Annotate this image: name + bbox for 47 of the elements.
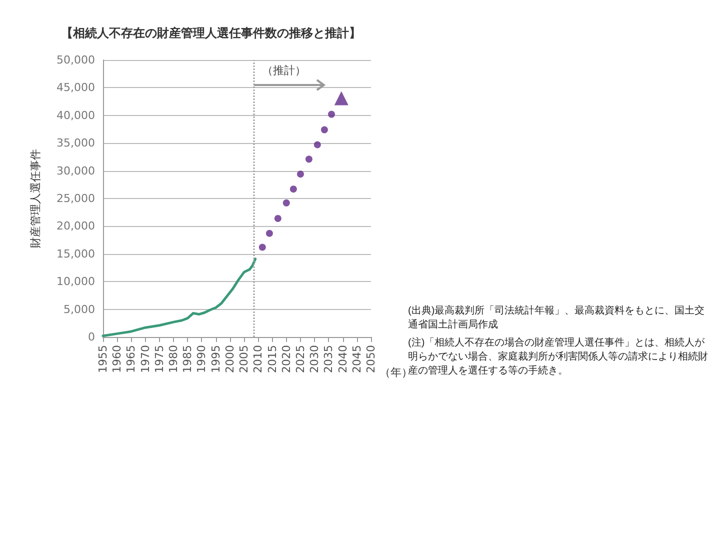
y-tick-label: 50,000 (56, 54, 95, 66)
x-tick-label: 2015 (266, 345, 279, 373)
x-tick-label: 2010 (252, 345, 265, 373)
x-tick-label: 1955 (96, 345, 110, 373)
point (296, 170, 304, 178)
point (266, 230, 273, 237)
x-tick-label: 1995 (209, 345, 222, 373)
y-tick-label: 35,000 (56, 136, 95, 150)
y-tick-label: 5,000 (64, 302, 95, 316)
x-tick-label: 2005 (238, 345, 251, 373)
x-tick-label: 2040 (336, 345, 350, 373)
x-tick-label: 1970 (138, 345, 152, 373)
y-tick-label: 25,000 (56, 192, 95, 205)
point (320, 126, 328, 134)
point (305, 156, 312, 163)
x-tick-label: 1985 (181, 345, 194, 373)
x-tick-label: 1965 (124, 345, 138, 373)
y-axis-title: 財産管理人選任事件 (29, 149, 42, 248)
text: (出典)最高裁判所「司法統計年報」、最高裁資料をもとに、国土交通省国土計画局作成 (408, 304, 705, 330)
x-tick-label: 1960 (110, 345, 124, 373)
x-tick-label: 2000 (223, 345, 236, 373)
point (334, 91, 348, 106)
point (274, 214, 282, 222)
x-tick-label: 2030 (308, 345, 322, 373)
x-tick-label: 1990 (195, 345, 208, 373)
y-tick-label: 30,000 (56, 164, 95, 178)
point (282, 199, 290, 206)
point (258, 244, 266, 251)
y-tick-label: 45,000 (56, 81, 95, 94)
y-tick-label: 10,000 (56, 275, 95, 288)
line-series (102, 258, 257, 338)
x-tick-label: 2035 (322, 345, 336, 373)
point (314, 141, 321, 148)
point (328, 110, 336, 118)
x-tick-label: 1980 (167, 345, 180, 373)
y-tick-label: 0 (88, 330, 95, 344)
x-tick-label: 2045 (350, 345, 364, 373)
x-tick-label: 2025 (294, 345, 307, 373)
annotation: （推計） (262, 64, 306, 77)
x-tick-label: 2050 (364, 345, 378, 373)
y-tick-label: 40,000 (56, 108, 95, 122)
point (290, 186, 297, 193)
y-tick-label: 20,000 (56, 220, 95, 233)
x-tick-label: 1975 (152, 345, 166, 373)
x-tick-label: 2020 (280, 345, 293, 373)
y-tick-label: 15,000 (56, 247, 95, 260)
chart-title: 【相続人不存在の財産管理人選任事件数の推移と推計】 (61, 26, 361, 40)
